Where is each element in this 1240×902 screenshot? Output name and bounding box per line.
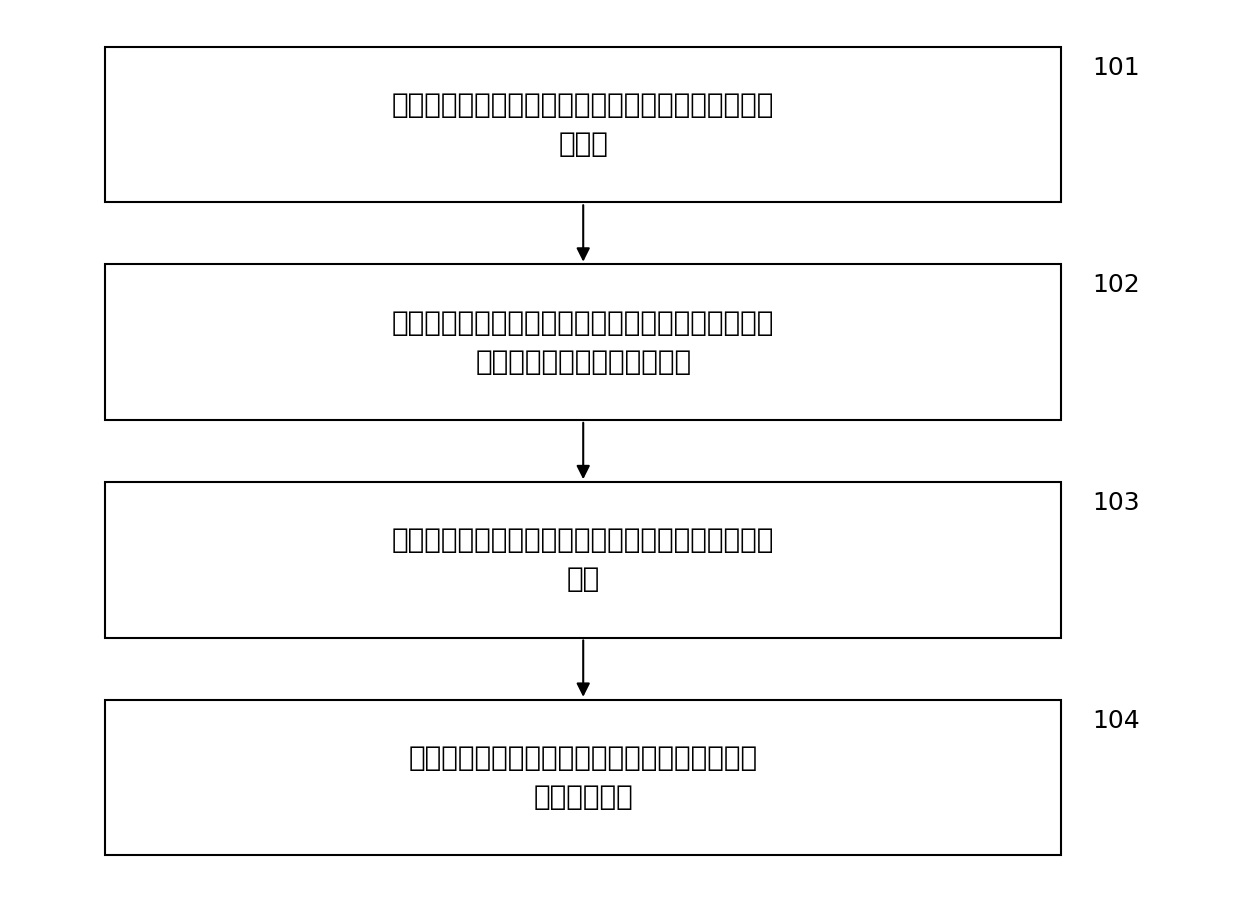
Text: 103: 103 xyxy=(1092,491,1140,515)
Text: 根据所述距离准确的锚节点，选取预设个数的初始锚
节点: 根据所述距离准确的锚节点，选取预设个数的初始锚 节点 xyxy=(392,526,775,594)
FancyBboxPatch shape xyxy=(105,47,1061,202)
Text: 101: 101 xyxy=(1092,56,1140,79)
Text: 102: 102 xyxy=(1092,273,1140,298)
Text: 根据所述距离，通过聚类算法排除大于误差阈值的锚
节点，得到距离准确的锚节点: 根据所述距离，通过聚类算法排除大于误差阈值的锚 节点，得到距离准确的锚节点 xyxy=(392,308,775,376)
FancyBboxPatch shape xyxy=(105,700,1061,855)
Text: 计算所有节点之间的距离，所述节点包括锚节点和未
知节点: 计算所有节点之间的距离，所述节点包括锚节点和未 知节点 xyxy=(392,91,775,158)
FancyBboxPatch shape xyxy=(105,482,1061,638)
FancyBboxPatch shape xyxy=(105,264,1061,420)
Text: 根据所述初始锚节点，通过质心迭代法，定位各
所述未知节点: 根据所述初始锚节点，通过质心迭代法，定位各 所述未知节点 xyxy=(409,744,758,811)
Text: 104: 104 xyxy=(1092,709,1140,732)
